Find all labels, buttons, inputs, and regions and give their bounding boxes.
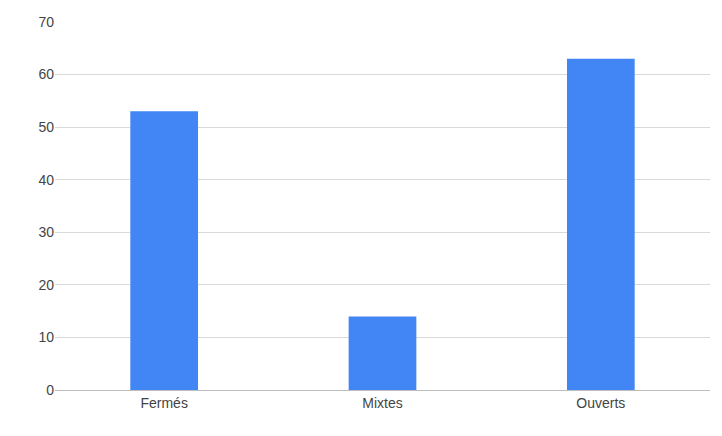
svg-text:30: 30 bbox=[38, 224, 54, 240]
svg-text:Mixtes: Mixtes bbox=[362, 395, 402, 411]
svg-text:70: 70 bbox=[38, 14, 54, 30]
svg-text:20: 20 bbox=[38, 277, 54, 293]
svg-text:10: 10 bbox=[38, 329, 54, 345]
svg-text:50: 50 bbox=[38, 119, 54, 135]
svg-text:0: 0 bbox=[46, 382, 54, 398]
svg-text:60: 60 bbox=[38, 66, 54, 82]
svg-text:40: 40 bbox=[38, 172, 54, 188]
svg-text:Ouverts: Ouverts bbox=[576, 395, 625, 411]
svg-text:Fermés: Fermés bbox=[140, 395, 187, 411]
